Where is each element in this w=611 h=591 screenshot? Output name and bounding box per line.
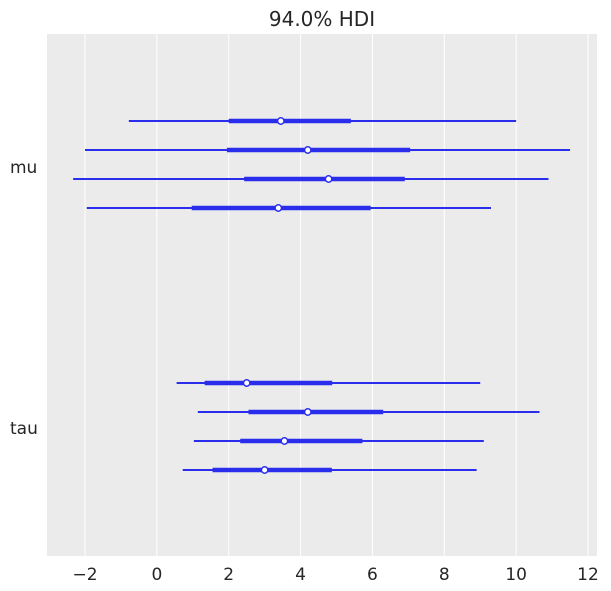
plot-background — [47, 34, 597, 556]
median-point-tau-chain-1 — [303, 408, 312, 416]
x-tick-label: 10 — [505, 565, 527, 585]
x-tick-label: 6 — [367, 565, 378, 585]
x-tick-label: 0 — [151, 565, 162, 585]
variable-label-mu: mu — [10, 158, 37, 178]
chain-intervals — [73, 117, 571, 474]
median-point-mu-chain-0 — [276, 117, 285, 125]
x-tick-label: 12 — [577, 565, 599, 585]
x-tick-label: 4 — [295, 565, 306, 585]
variable-label-tau: tau — [10, 419, 38, 439]
median-point-mu-chain-1 — [303, 146, 312, 154]
median-point-tau-chain-0 — [242, 379, 251, 387]
median-point-mu-chain-2 — [324, 175, 333, 183]
median-point-mu-chain-3 — [274, 204, 283, 212]
x-tick-label: 8 — [439, 565, 450, 585]
x-tick-label: 2 — [223, 565, 234, 585]
x-tick-label: −2 — [72, 565, 97, 585]
median-point-tau-chain-3 — [260, 466, 269, 474]
chart-title: 94.0% HDI — [269, 7, 375, 31]
x-axis-ticks: −2 0 2 4 6 8 10 12 — [72, 565, 598, 585]
variable-labels: mu tau — [10, 158, 38, 439]
median-point-tau-chain-2 — [280, 437, 289, 445]
